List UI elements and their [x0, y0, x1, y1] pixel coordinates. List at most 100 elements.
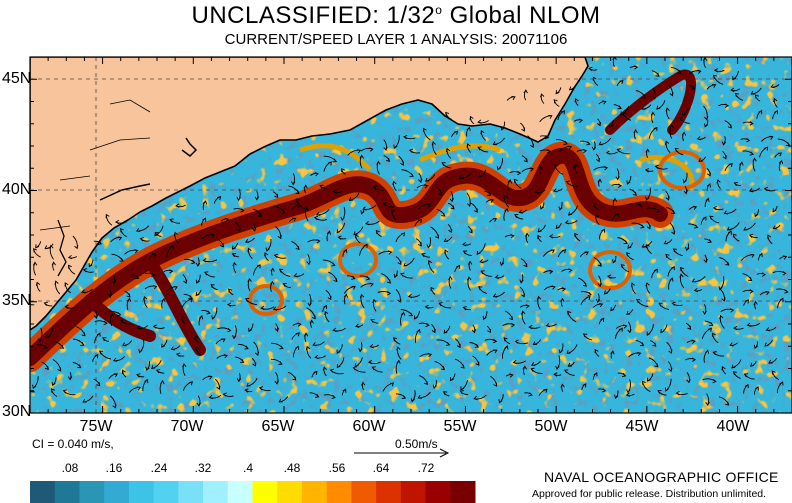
current-vector [557, 287, 566, 292]
current-vector [739, 161, 744, 171]
current-vector [165, 285, 178, 292]
current-vector [251, 358, 257, 367]
current-vector [446, 147, 452, 159]
current-vector [328, 271, 338, 283]
current-vector [688, 69, 702, 75]
current-vector [720, 308, 735, 313]
current-vector [443, 391, 450, 397]
current-vector [274, 323, 279, 332]
current-vector [67, 264, 76, 275]
current-vector [416, 184, 429, 189]
current-vector [469, 342, 480, 348]
current-vector [434, 360, 446, 371]
current-vector [700, 216, 707, 225]
current-vector [702, 57, 708, 68]
current-vector [175, 203, 186, 208]
current-vectors [30, 57, 791, 409]
current-vector [233, 208, 245, 213]
current-vector [525, 232, 530, 243]
current-vector [144, 272, 156, 278]
current-vector [372, 185, 384, 191]
current-vector [51, 377, 57, 387]
current-vector [170, 345, 181, 351]
current-vector [136, 225, 150, 232]
current-vector [195, 346, 202, 356]
current-vector [227, 302, 236, 307]
slope-jet-core [84, 256, 206, 356]
current-vector [500, 121, 506, 131]
current-vector [462, 242, 472, 247]
current-vector [430, 226, 440, 239]
current-vector [208, 394, 222, 400]
current-vector [94, 320, 108, 326]
current-vector [725, 230, 732, 242]
current-vector [332, 327, 346, 333]
current-vector [368, 359, 381, 365]
current-vector [278, 396, 289, 403]
current-vector [660, 324, 668, 334]
current-vector [667, 265, 675, 277]
current-vector [691, 276, 706, 283]
current-vector [444, 249, 450, 260]
current-vector [372, 298, 377, 312]
colorbar-swatch [227, 481, 253, 503]
current-vector [704, 320, 714, 326]
current-vector [669, 124, 674, 139]
colorbar-swatch [203, 481, 229, 503]
current-vector [251, 223, 257, 232]
current-vector [471, 324, 477, 334]
north-america-land [30, 57, 589, 331]
current-vector [98, 350, 112, 360]
current-vector [470, 202, 478, 213]
colorbar-swatch [450, 481, 476, 503]
current-vector [81, 288, 93, 294]
current-vector [492, 291, 505, 298]
current-vector [393, 135, 400, 150]
current-vector [258, 386, 271, 392]
current-vector [382, 382, 395, 392]
current-vector [641, 104, 652, 110]
current-vector [513, 178, 522, 189]
current-vector [476, 243, 486, 255]
current-vector [704, 119, 709, 128]
current-vector [391, 208, 397, 221]
current-vector [678, 117, 690, 124]
current-vector [400, 272, 413, 279]
current-vector [666, 206, 676, 215]
current-vector [441, 162, 452, 169]
current-vector [512, 359, 527, 365]
current-vector [371, 366, 383, 373]
current-vector [293, 273, 305, 278]
current-vector [605, 150, 618, 155]
lon-label-75w: 75W [79, 418, 113, 435]
current-vector [35, 241, 42, 249]
current-vector [626, 175, 632, 185]
current-vector [627, 242, 633, 249]
current-vector [664, 378, 672, 392]
release-note: Approved for public release. Distributio… [532, 488, 767, 500]
current-vector [231, 253, 239, 258]
current-vector [646, 220, 651, 230]
current-vector [213, 195, 222, 204]
current-vector [775, 288, 789, 294]
current-vector [30, 301, 35, 306]
current-vector [748, 187, 761, 193]
current-vector [532, 339, 541, 345]
current-vector [329, 368, 344, 375]
current-vector [685, 243, 690, 252]
current-vector [288, 217, 297, 223]
current-vector [617, 237, 628, 244]
current-vector [410, 390, 416, 403]
current-vector [467, 226, 473, 234]
current-vector [169, 218, 181, 224]
current-vector [163, 269, 174, 274]
current-vector [733, 325, 744, 331]
current-vector [395, 288, 402, 303]
current-vector [564, 220, 578, 225]
current-vector [448, 202, 455, 210]
current-vector [494, 274, 505, 280]
current-vector [336, 344, 343, 354]
current-vector [580, 140, 591, 146]
current-vector [72, 338, 85, 346]
current-vector [719, 314, 725, 329]
